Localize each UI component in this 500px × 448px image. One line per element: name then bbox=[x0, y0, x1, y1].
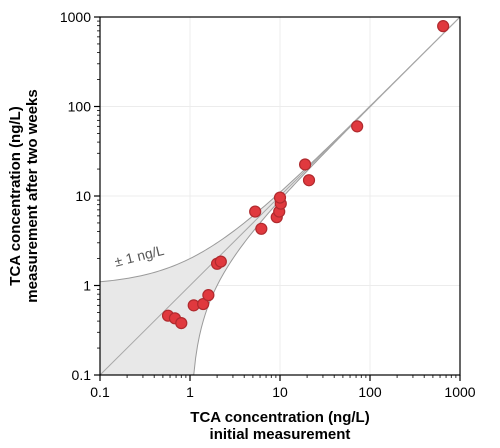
data-point bbox=[197, 297, 210, 311]
x-axis-title-line: TCA concentration (ng/L) bbox=[190, 409, 369, 426]
data-point bbox=[273, 191, 287, 204]
data-point bbox=[298, 158, 312, 171]
y-tick-label: 1000 bbox=[60, 9, 91, 25]
band-label: ± 1 ng/L bbox=[113, 242, 166, 270]
x-tick-label: 1000 bbox=[444, 384, 475, 400]
x-tick-label: 0.1 bbox=[90, 384, 110, 400]
x-axis-title: TCA concentration (ng/L) initial measurem… bbox=[190, 409, 369, 443]
y-tick-label: 10 bbox=[75, 188, 91, 204]
y-axis-title-line: measurement after two weeks bbox=[24, 89, 41, 302]
x-tick-label: 10 bbox=[272, 384, 288, 400]
y-axis-title-line: TCA concentration (ng/L) bbox=[7, 106, 24, 285]
data-point bbox=[249, 205, 262, 218]
data-point bbox=[175, 317, 188, 330]
y-tick-label: 1 bbox=[83, 278, 91, 294]
data-point bbox=[351, 120, 364, 133]
data-point bbox=[302, 174, 316, 187]
x-tick-label: 100 bbox=[358, 384, 382, 400]
data-point bbox=[437, 20, 450, 33]
x-axis-title-line: initial measurement bbox=[210, 426, 351, 443]
x-tick-label: 1 bbox=[186, 384, 194, 400]
data-point bbox=[214, 255, 227, 268]
y-tick-label: 0.1 bbox=[72, 367, 92, 383]
data-point bbox=[202, 289, 215, 302]
y-axis-title: TCA concentration (ng/L)measurement afte… bbox=[7, 89, 41, 302]
data-point bbox=[255, 222, 268, 235]
tick-labels: 0.1 1 10 100 1000 0.1 1 10 100 1000 bbox=[60, 9, 476, 400]
y-tick-label: 100 bbox=[68, 99, 92, 115]
data-points bbox=[161, 20, 450, 330]
axis-ticks bbox=[94, 16, 461, 381]
